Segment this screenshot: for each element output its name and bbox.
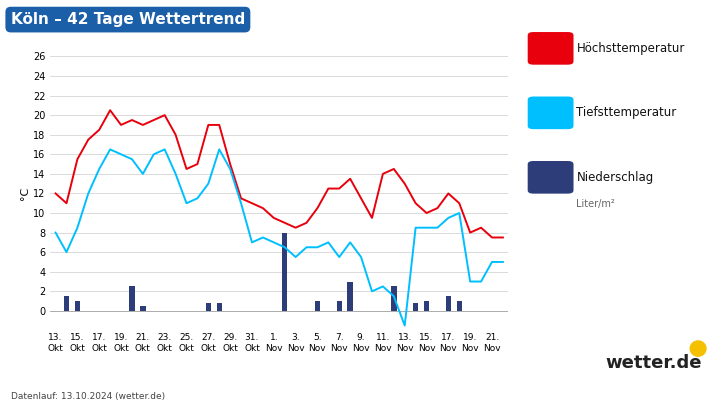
Bar <box>457 301 462 311</box>
Text: Niederschlag: Niederschlag <box>576 171 654 184</box>
Y-axis label: °C: °C <box>20 187 30 200</box>
Bar <box>315 301 320 311</box>
Bar <box>391 287 397 311</box>
Text: Datenlauf: 13.10.2024 (wetter.de): Datenlauf: 13.10.2024 (wetter.de) <box>11 392 165 401</box>
Text: Köln – 42 Tage Wettertrend: Köln – 42 Tage Wettertrend <box>11 12 245 27</box>
Bar <box>413 303 418 311</box>
Bar <box>140 306 145 311</box>
Bar <box>216 303 222 311</box>
Bar <box>347 282 353 311</box>
Bar <box>129 287 135 311</box>
Bar <box>282 233 287 311</box>
Text: Tiefsttemperatur: Tiefsttemperatur <box>576 106 677 119</box>
Bar <box>64 296 69 311</box>
Bar <box>424 301 430 311</box>
Bar <box>337 301 342 311</box>
Bar <box>445 296 451 311</box>
Text: Liter/m²: Liter/m² <box>576 199 615 208</box>
Bar <box>74 301 80 311</box>
Text: wetter.de: wetter.de <box>605 354 702 372</box>
Bar <box>205 303 211 311</box>
Text: Höchsttemperatur: Höchsttemperatur <box>576 42 684 55</box>
